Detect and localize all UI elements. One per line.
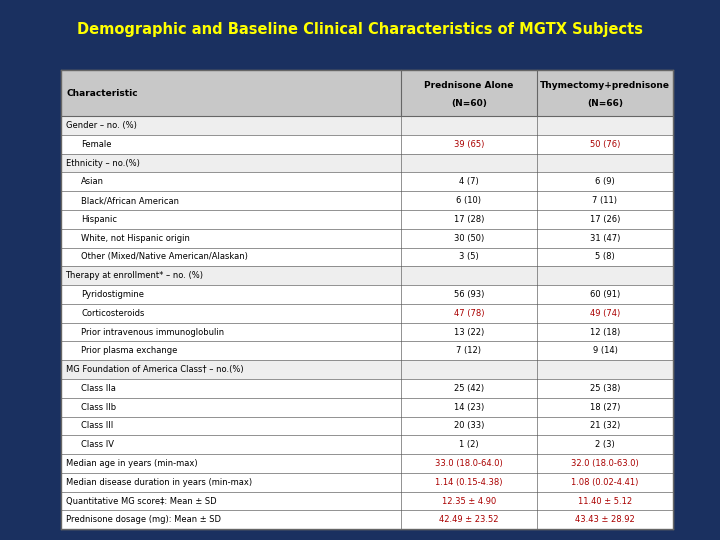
Bar xyxy=(61,70,673,529)
Text: 13 (22): 13 (22) xyxy=(454,328,484,336)
Text: Gender – no. (%): Gender – no. (%) xyxy=(66,121,136,130)
Bar xyxy=(61,135,673,154)
Text: Class IIb: Class IIb xyxy=(81,403,117,411)
Text: 42.49 ± 23.52: 42.49 ± 23.52 xyxy=(439,515,498,524)
Text: 1.14 (0.15-4.38): 1.14 (0.15-4.38) xyxy=(435,478,503,487)
Bar xyxy=(61,416,673,435)
Text: 20 (33): 20 (33) xyxy=(454,421,484,430)
Text: Prior intravenous immunoglobulin: Prior intravenous immunoglobulin xyxy=(81,328,225,336)
Text: 18 (27): 18 (27) xyxy=(590,403,620,411)
Bar xyxy=(61,210,673,229)
Text: 6 (10): 6 (10) xyxy=(456,196,481,205)
Text: 50 (76): 50 (76) xyxy=(590,140,620,149)
Bar xyxy=(61,229,673,247)
Text: 7 (12): 7 (12) xyxy=(456,346,481,355)
Text: Demographic and Baseline Clinical Characteristics of MGTX Subjects: Demographic and Baseline Clinical Charac… xyxy=(77,22,643,37)
Text: White, not Hispanic origin: White, not Hispanic origin xyxy=(81,234,190,242)
Text: Other (Mixed/Native American/Alaskan): Other (Mixed/Native American/Alaskan) xyxy=(81,252,248,261)
Text: 30 (50): 30 (50) xyxy=(454,234,484,242)
Text: 31 (47): 31 (47) xyxy=(590,234,620,242)
Text: (N=60): (N=60) xyxy=(451,99,487,108)
Bar xyxy=(61,491,673,510)
Bar xyxy=(61,322,673,341)
Text: Median age in years (min-max): Median age in years (min-max) xyxy=(66,459,197,468)
Bar xyxy=(61,510,673,529)
Text: 6 (9): 6 (9) xyxy=(595,177,615,186)
Text: Hispanic: Hispanic xyxy=(81,215,117,224)
Text: Prednisone Alone: Prednisone Alone xyxy=(424,81,513,90)
Text: 43.43 ± 28.92: 43.43 ± 28.92 xyxy=(575,515,635,524)
Text: Class IV: Class IV xyxy=(81,440,114,449)
Bar xyxy=(61,154,673,172)
Text: 25 (38): 25 (38) xyxy=(590,384,620,393)
Text: 3 (5): 3 (5) xyxy=(459,252,479,261)
Bar xyxy=(61,247,673,266)
Text: Class IIa: Class IIa xyxy=(81,384,116,393)
Bar xyxy=(61,473,673,491)
Bar xyxy=(61,398,673,416)
Text: 17 (26): 17 (26) xyxy=(590,215,620,224)
Bar xyxy=(61,172,673,191)
Text: 5 (8): 5 (8) xyxy=(595,252,615,261)
Text: 25 (42): 25 (42) xyxy=(454,384,484,393)
Text: 7 (11): 7 (11) xyxy=(593,196,618,205)
Text: Class III: Class III xyxy=(81,421,114,430)
Text: 49 (74): 49 (74) xyxy=(590,309,620,318)
Text: 11.40 ± 5.12: 11.40 ± 5.12 xyxy=(578,497,632,505)
Text: 1 (2): 1 (2) xyxy=(459,440,479,449)
Text: Median disease duration in years (min-max): Median disease duration in years (min-ma… xyxy=(66,478,252,487)
Text: Therapy at enrollment* – no. (%): Therapy at enrollment* – no. (%) xyxy=(66,271,204,280)
Text: 47 (78): 47 (78) xyxy=(454,309,484,318)
Text: 60 (91): 60 (91) xyxy=(590,290,620,299)
Bar xyxy=(61,360,673,379)
Text: Corticosteroids: Corticosteroids xyxy=(81,309,145,318)
Bar xyxy=(61,341,673,360)
Text: Quantitative MG score‡: Mean ± SD: Quantitative MG score‡: Mean ± SD xyxy=(66,497,216,505)
Text: Thymectomy+prednisone: Thymectomy+prednisone xyxy=(540,81,670,90)
Text: (N=66): (N=66) xyxy=(587,99,623,108)
Bar xyxy=(61,304,673,322)
Bar xyxy=(61,266,673,285)
Text: MG Foundation of America Class† – no.(%): MG Foundation of America Class† – no.(%) xyxy=(66,365,243,374)
Text: 33.0 (18.0-64.0): 33.0 (18.0-64.0) xyxy=(435,459,503,468)
Text: 12 (18): 12 (18) xyxy=(590,328,620,336)
Text: 4 (7): 4 (7) xyxy=(459,177,479,186)
Bar xyxy=(61,285,673,304)
Text: 14 (23): 14 (23) xyxy=(454,403,484,411)
Text: 21 (32): 21 (32) xyxy=(590,421,620,430)
Text: 17 (28): 17 (28) xyxy=(454,215,484,224)
Text: 39 (65): 39 (65) xyxy=(454,140,484,149)
Text: 1.08 (0.02-4.41): 1.08 (0.02-4.41) xyxy=(571,478,639,487)
Bar xyxy=(61,70,673,116)
Bar xyxy=(61,454,673,473)
Text: Characteristic: Characteristic xyxy=(67,89,138,98)
Text: Ethnicity – no.(%): Ethnicity – no.(%) xyxy=(66,159,140,167)
Bar xyxy=(61,116,673,135)
Text: Black/African American: Black/African American xyxy=(81,196,179,205)
Text: 32.0 (18.0-63.0): 32.0 (18.0-63.0) xyxy=(571,459,639,468)
Text: 12.35 ± 4.90: 12.35 ± 4.90 xyxy=(441,497,496,505)
Text: 56 (93): 56 (93) xyxy=(454,290,484,299)
Bar xyxy=(61,435,673,454)
Text: Prednisone dosage (mg): Mean ± SD: Prednisone dosage (mg): Mean ± SD xyxy=(66,515,220,524)
Bar xyxy=(61,191,673,210)
Text: Female: Female xyxy=(81,140,112,149)
Text: Pyridostigmine: Pyridostigmine xyxy=(81,290,145,299)
Bar xyxy=(61,379,673,398)
Text: 2 (3): 2 (3) xyxy=(595,440,615,449)
Text: Asian: Asian xyxy=(81,177,104,186)
Text: 9 (14): 9 (14) xyxy=(593,346,617,355)
Text: Prior plasma exchange: Prior plasma exchange xyxy=(81,346,178,355)
